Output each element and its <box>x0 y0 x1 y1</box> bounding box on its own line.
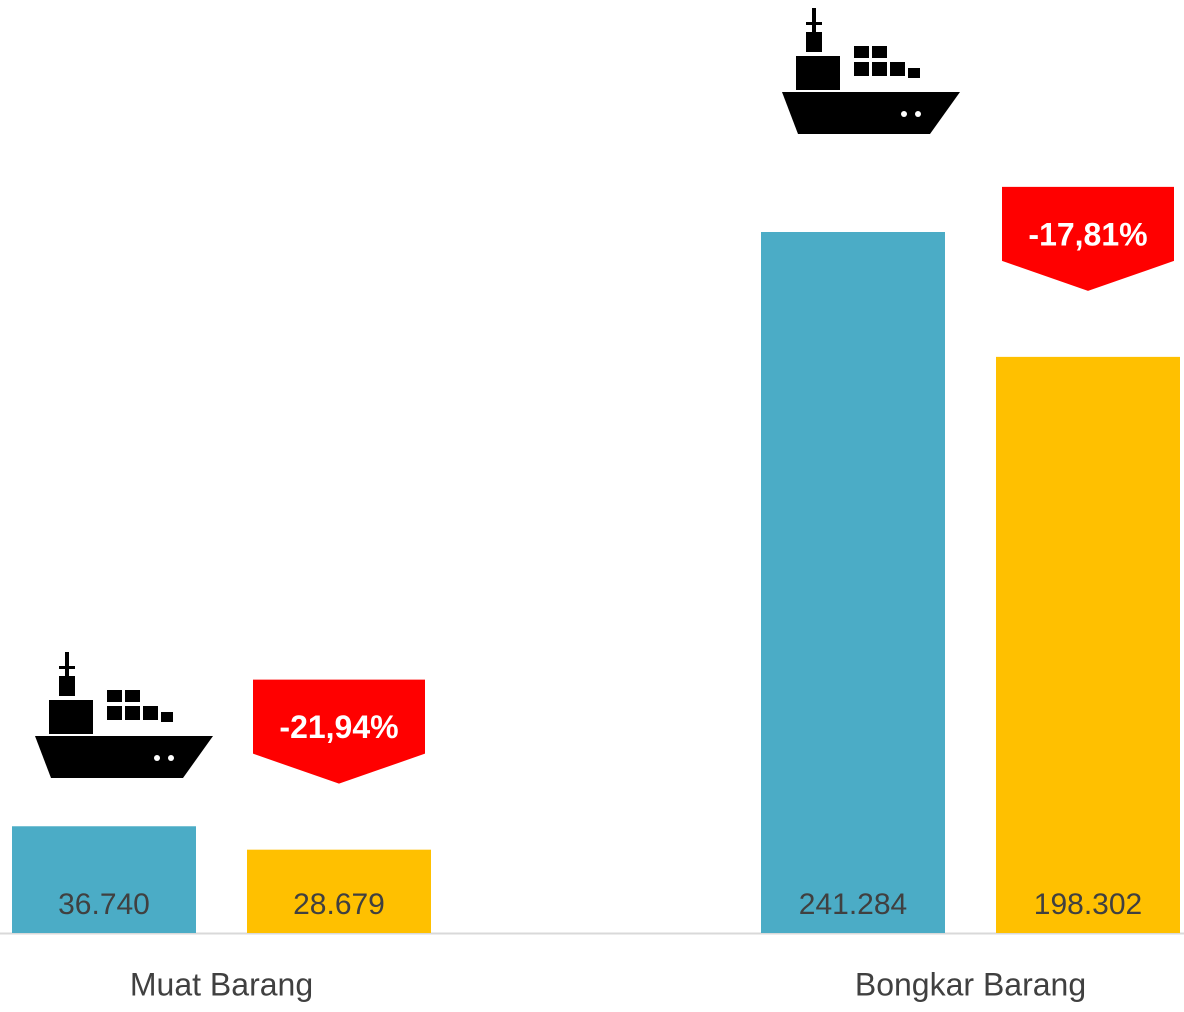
change-badge <box>1002 186 1174 291</box>
change-label: -17,81% <box>1028 216 1147 252</box>
value-label: 241.284 <box>799 888 907 921</box>
bar <box>12 826 196 933</box>
value-label: 28.679 <box>293 888 385 921</box>
category-label: Muat Barang <box>130 966 313 1002</box>
bar <box>996 356 1180 933</box>
change-badge <box>253 679 425 784</box>
value-label: 36.740 <box>58 888 150 921</box>
bar <box>761 232 945 933</box>
ship-icon <box>782 8 960 134</box>
value-label: 198.302 <box>1034 888 1142 921</box>
ship-icon <box>35 652 213 778</box>
category-label: Bongkar Barang <box>855 966 1086 1002</box>
change-label: -21,94% <box>279 709 398 745</box>
bar <box>247 849 431 933</box>
